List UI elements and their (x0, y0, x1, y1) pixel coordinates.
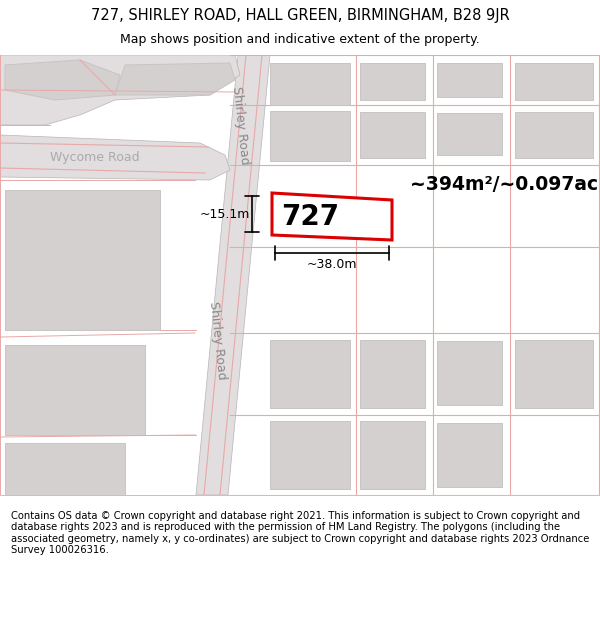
Bar (437, 423, 502, 487)
Bar (437, 113, 502, 155)
Text: 727: 727 (281, 203, 339, 231)
Polygon shape (115, 63, 235, 95)
Text: Contains OS data © Crown copyright and database right 2021. This information is : Contains OS data © Crown copyright and d… (11, 511, 589, 556)
Polygon shape (0, 135, 230, 180)
Polygon shape (196, 55, 270, 495)
Bar (270, 421, 350, 489)
Text: ~15.1m: ~15.1m (200, 208, 250, 221)
Bar (360, 421, 425, 489)
Polygon shape (0, 55, 240, 125)
Polygon shape (272, 193, 392, 240)
Bar (437, 63, 502, 97)
Text: 727, SHIRLEY ROAD, HALL GREEN, BIRMINGHAM, B28 9JR: 727, SHIRLEY ROAD, HALL GREEN, BIRMINGHA… (91, 8, 509, 23)
Bar (437, 341, 502, 405)
Bar (515, 63, 593, 100)
Bar (5, 443, 125, 495)
Bar (5, 345, 145, 435)
Text: Wycome Road: Wycome Road (50, 151, 140, 164)
Text: Shirley Road: Shirley Road (208, 300, 229, 380)
Bar (360, 340, 425, 408)
Bar (515, 112, 593, 158)
Polygon shape (5, 60, 120, 100)
Bar (270, 340, 350, 408)
Bar (5, 190, 160, 330)
Bar (270, 111, 350, 161)
Bar (360, 112, 425, 158)
Text: ~394m²/~0.097ac.: ~394m²/~0.097ac. (410, 176, 600, 194)
Bar (360, 63, 425, 100)
Text: ~38.0m: ~38.0m (307, 259, 357, 271)
Bar (270, 63, 350, 105)
Text: Map shows position and indicative extent of the property.: Map shows position and indicative extent… (120, 33, 480, 46)
Text: Shirley Road: Shirley Road (230, 85, 251, 165)
Bar (515, 340, 593, 408)
